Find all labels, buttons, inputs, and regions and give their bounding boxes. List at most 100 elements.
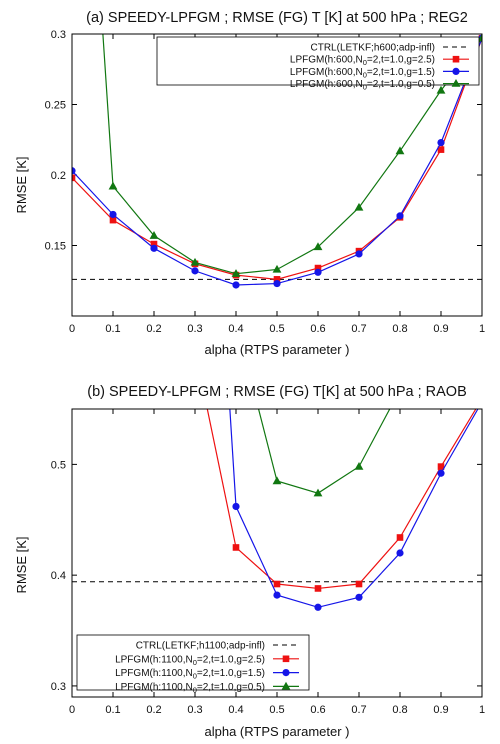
plot-frame: [71, 33, 483, 317]
x-tick-label: 0.4: [228, 323, 243, 335]
data-point: [396, 534, 404, 541]
plot-area: 0 0.1 0.2 0.3 0.4 0.5 0.6 0.7 0.8 0.9 1 0.3 0.4 0.5 CT…: [51, 408, 485, 716]
legend-label: LPFGM(h:600,N0=2,t=1.0,g=2.5): [290, 55, 435, 67]
plot-area: 0 0.1 0.2 0.3 0.4 0.5 0.6 0.7 0.8 0.9 1 0.15 0.2 0.25…: [45, 29, 485, 335]
legend-label: LPFGM(h:600,N0=2,t=1.0,g=0.5): [290, 79, 435, 92]
data-point: [273, 276, 281, 283]
data-point: [314, 268, 322, 276]
y-tick-label: 0.15: [45, 241, 66, 253]
data-point: [150, 244, 158, 252]
legend-box: [156, 36, 480, 86]
series-line: [229, 409, 479, 608]
legend-label: LPFGM(h:1100,N0=2,t=1.0,g=0.5): [115, 682, 265, 695]
x-tick-label: 0.8: [392, 323, 407, 335]
data-point: [272, 476, 282, 485]
data-point: [191, 267, 199, 275]
legend-marker: [451, 79, 461, 87]
y-tick-label: 0.5: [51, 459, 66, 471]
x-tick-label: 0.6: [310, 323, 325, 335]
data-point: [314, 264, 322, 272]
data-point: [436, 85, 446, 94]
data-point: [354, 462, 364, 470]
data-point: [108, 181, 118, 190]
legend-marker: [282, 655, 290, 663]
x-tick-label: 1: [479, 323, 485, 335]
chart-panel-a: (a) SPEEDY-LPFGM ; RMSE (FG) T [K] at 50…: [14, 10, 485, 357]
series-line: [206, 409, 477, 590]
data-point: [190, 257, 200, 266]
legend-box: [76, 634, 310, 691]
x-tick-label: 0.4: [228, 704, 243, 716]
x-tick-label: 0.2: [146, 704, 161, 716]
legend-marker: [452, 67, 460, 75]
data-point: [231, 269, 241, 277]
x-tick-label: 0: [69, 323, 75, 335]
data-point: [150, 240, 158, 248]
legend: CTRL(LETKF;h1100;adp-infl) LPFGM(h:1100,N…: [76, 634, 310, 695]
y-tick-label: 0.3: [51, 29, 66, 41]
data-point: [437, 463, 445, 470]
x-tick-label: 0.2: [146, 323, 161, 335]
legend-label: CTRL(LETKF;h1100;adp-infl): [136, 641, 265, 652]
x-tick-label: 0.3: [187, 704, 202, 716]
legend-label: CTRL(LETKF;h600;adp-infl): [311, 43, 436, 54]
series-group: [72, 34, 482, 289]
x-tick-label: 0.6: [310, 704, 325, 716]
data-point: [437, 146, 445, 153]
x-axis-label: alpha (RTPS parameter ): [205, 342, 350, 357]
data-point: [396, 212, 404, 220]
data-point: [313, 242, 323, 251]
data-point: [149, 231, 159, 239]
series-group: [72, 409, 482, 611]
data-point: [273, 580, 281, 588]
data-point: [355, 593, 363, 601]
data-point: [273, 591, 281, 599]
legend-label: LPFGM(h:1100,N0=2,t=1.0,g=1.5): [115, 668, 265, 681]
data-point: [395, 146, 405, 155]
data-point: [72, 174, 76, 182]
data-point: [396, 549, 404, 557]
plot-frame: [71, 408, 483, 698]
x-tick-label: 0.1: [105, 323, 120, 335]
chart-panel-b: (b) SPEEDY-LPFGM ; RMSE (FG) T[K] at 500…: [14, 384, 485, 739]
legend: CTRL(LETKF;h600;adp-infl)LPFGM(h:600,N0=…: [156, 36, 480, 92]
data-point: [313, 488, 323, 497]
x-tick-label: 0.9: [433, 323, 448, 335]
legend-label: LPFGM(h:1100,N0=2,t=1.0,g=2.5): [115, 654, 265, 667]
data-point: [72, 167, 76, 175]
y-axis-label: RMSE [K]: [14, 156, 29, 213]
x-tick-label: 0.3: [187, 323, 202, 335]
data-point: [437, 138, 445, 147]
data-point: [354, 202, 364, 211]
legend-label: LPFGM(h:600,N0=2,t=1.0,g=1.5): [290, 67, 435, 80]
y-tick-label: 0.2: [51, 170, 66, 182]
x-tick-label: 0.7: [351, 704, 366, 716]
x-tick-label: 1: [479, 704, 485, 716]
legend-marker: [282, 669, 290, 677]
chart-title: (a) SPEEDY-LPFGM ; RMSE (FG) T [K] at 50…: [86, 10, 468, 26]
x-tick-label: 0.8: [392, 704, 407, 716]
x-tick-label: 0.5: [269, 704, 284, 716]
x-axis-label: alpha (RTPS parameter ): [205, 724, 350, 739]
data-point: [437, 469, 445, 477]
y-tick-label: 0.3: [51, 681, 66, 693]
chart-title: (b) SPEEDY-LPFGM ; RMSE (FG) T[K] at 500…: [87, 384, 467, 400]
y-tick-label: 0.25: [45, 100, 66, 112]
data-point: [355, 580, 363, 588]
legend-marker: [452, 55, 460, 63]
y-tick-label: 0.4: [51, 570, 66, 582]
x-tick-label: 0.9: [433, 704, 448, 716]
data-point: [272, 264, 282, 273]
data-point: [355, 250, 363, 258]
x-tick-label: 0.1: [105, 704, 120, 716]
x-tick-label: 0: [69, 704, 75, 716]
y-axis-label: RMSE [K]: [14, 536, 29, 593]
data-point: [232, 281, 240, 289]
x-tick-label: 0.5: [269, 323, 284, 335]
data-point: [273, 279, 281, 288]
data-point: [109, 216, 117, 224]
data-point: [232, 544, 240, 551]
legend-marker: [281, 681, 291, 690]
data-point: [232, 502, 240, 511]
